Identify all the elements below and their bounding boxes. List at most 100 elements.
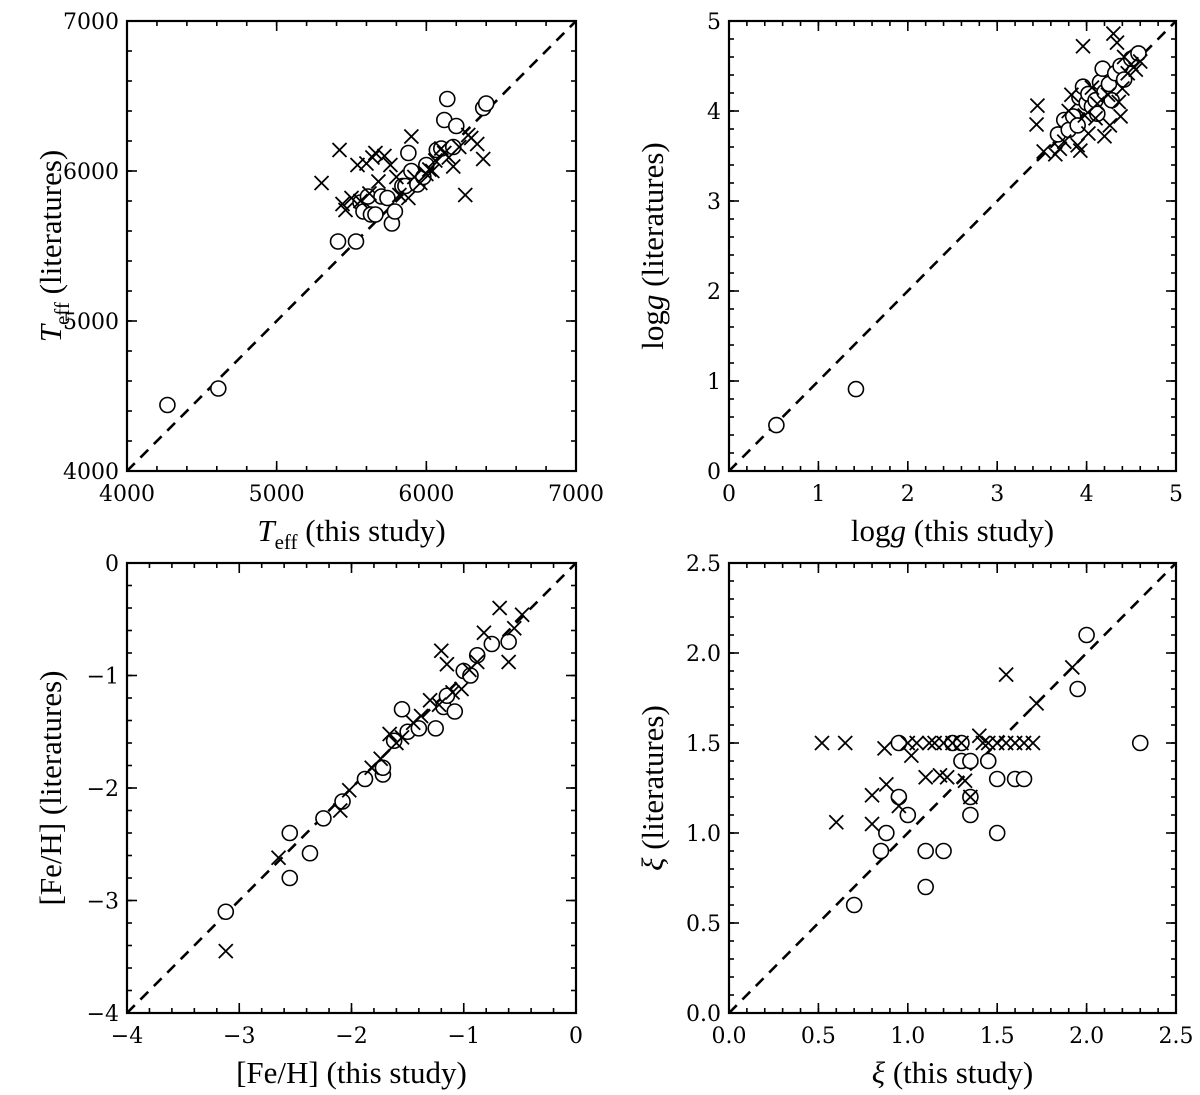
x-tick-label: 4000 (99, 482, 155, 507)
cross-stroke (864, 787, 880, 803)
cross-marker (975, 735, 991, 751)
cross-stroke (878, 776, 894, 793)
ylabel-main: T (33, 322, 68, 342)
cross-stroke (876, 740, 893, 757)
circle-marker (447, 117, 465, 135)
circle-marker (301, 844, 319, 862)
cross-stroke (1112, 108, 1129, 125)
circle-marker (477, 95, 495, 112)
cross-stroke (400, 190, 417, 206)
cross-marker (373, 751, 389, 767)
y-tick-label: 5 (707, 10, 721, 35)
cross-marker (837, 735, 853, 751)
circle-marker (988, 770, 1006, 788)
cross-stroke (469, 136, 485, 152)
y-tick-label: 2.0 (686, 642, 721, 667)
circle-marker (329, 233, 347, 250)
cross-stroke (424, 163, 440, 179)
cross-stroke (1100, 87, 1116, 103)
circle-marker (935, 842, 952, 860)
cross-stroke (1075, 38, 1091, 54)
circle-marker (468, 646, 486, 664)
cross-marker (1120, 65, 1136, 81)
cross-marker (422, 692, 438, 708)
ylabel-rest: (literatures) (635, 705, 670, 857)
cross-marker (332, 802, 348, 819)
circle-marker (988, 824, 1006, 842)
panel-teff: 4000 5000 6000 7000 4000 5000 6000 7000 Teff (th… (33, 10, 604, 554)
x-tick-label: 2 (901, 482, 915, 507)
cross-stroke (457, 187, 473, 203)
cross-marker (361, 185, 378, 202)
y-tick-label: 3 (707, 190, 721, 215)
cross-stroke (388, 169, 405, 185)
ylabel-main: [Fe/H] (33, 823, 68, 906)
x-tick-label: −1 (448, 1024, 480, 1049)
x-tick-label: 2.5 (1159, 1024, 1194, 1049)
cross-stroke (427, 152, 443, 169)
x-axis-label: [Fe/H] (this study) (236, 1055, 467, 1090)
cross-stroke (1105, 25, 1122, 42)
cross-stroke (439, 656, 455, 672)
cross-stroke (433, 643, 449, 659)
cross-stroke (476, 625, 492, 641)
x-tick-label: 1 (811, 482, 825, 507)
cross-marker (337, 202, 354, 218)
x-axis-label: logg (this study) (851, 513, 1054, 548)
y-axis-label: logg (literatures) (635, 142, 670, 349)
circle-marker (890, 788, 908, 806)
ylabel-italic-symbol: g (635, 295, 670, 311)
cross-marker (433, 140, 449, 157)
y-tick-label: −3 (87, 890, 119, 915)
cross-marker (1025, 735, 1041, 751)
cross-marker (331, 142, 348, 158)
cross-stroke (1109, 34, 1125, 51)
cross-stroke (331, 142, 348, 158)
cross-marker (1080, 125, 1097, 142)
circle-marker (446, 703, 464, 720)
cross-marker (1029, 97, 1046, 114)
cross-marker (1028, 116, 1045, 133)
cross-stroke (1061, 103, 1077, 119)
cross-stroke (501, 654, 517, 670)
xlabel-rest: (this study) (298, 513, 446, 548)
circle-marker (386, 203, 404, 220)
xlabel-main: [Fe/H] (236, 1055, 319, 1090)
cross-marker (1128, 61, 1144, 78)
cross-marker (957, 773, 973, 789)
cross-stroke (1077, 107, 1093, 124)
cross-marker (918, 769, 934, 785)
cross-marker (367, 145, 384, 161)
cross-marker (514, 607, 530, 623)
cross-marker (1109, 34, 1125, 51)
cross-stroke (1064, 659, 1080, 676)
cross-marker (492, 600, 508, 616)
cross-marker (939, 769, 955, 785)
cross-marker (475, 151, 491, 167)
cross-stroke (394, 729, 410, 746)
cross-stroke (837, 735, 853, 751)
cross-stroke (1089, 96, 1105, 112)
cross-marker (400, 190, 417, 206)
cross-marker (1100, 87, 1116, 103)
cross-marker (270, 850, 287, 866)
cross-stroke (382, 726, 398, 742)
circle-marker (438, 90, 456, 108)
xlabel-rest: (this study) (319, 1055, 467, 1090)
x-tick-label: 0 (569, 1024, 583, 1049)
one-to-one-line (126, 20, 577, 472)
x-tick-label: 0.0 (712, 1024, 747, 1049)
cross-stroke (343, 190, 360, 206)
cross-stroke (444, 684, 461, 701)
cross-marker (394, 729, 410, 746)
cross-marker (1072, 142, 1088, 159)
circle-marker (356, 770, 374, 788)
cross-stroke (921, 735, 937, 751)
x-tick-label: 5000 (249, 482, 305, 507)
xlabel-rest: (this study) (906, 513, 1054, 548)
cross-stroke (334, 196, 351, 212)
cross-stroke (412, 175, 428, 191)
ylabel-rest: (literatures) (635, 142, 670, 294)
cross-stroke (403, 128, 420, 145)
